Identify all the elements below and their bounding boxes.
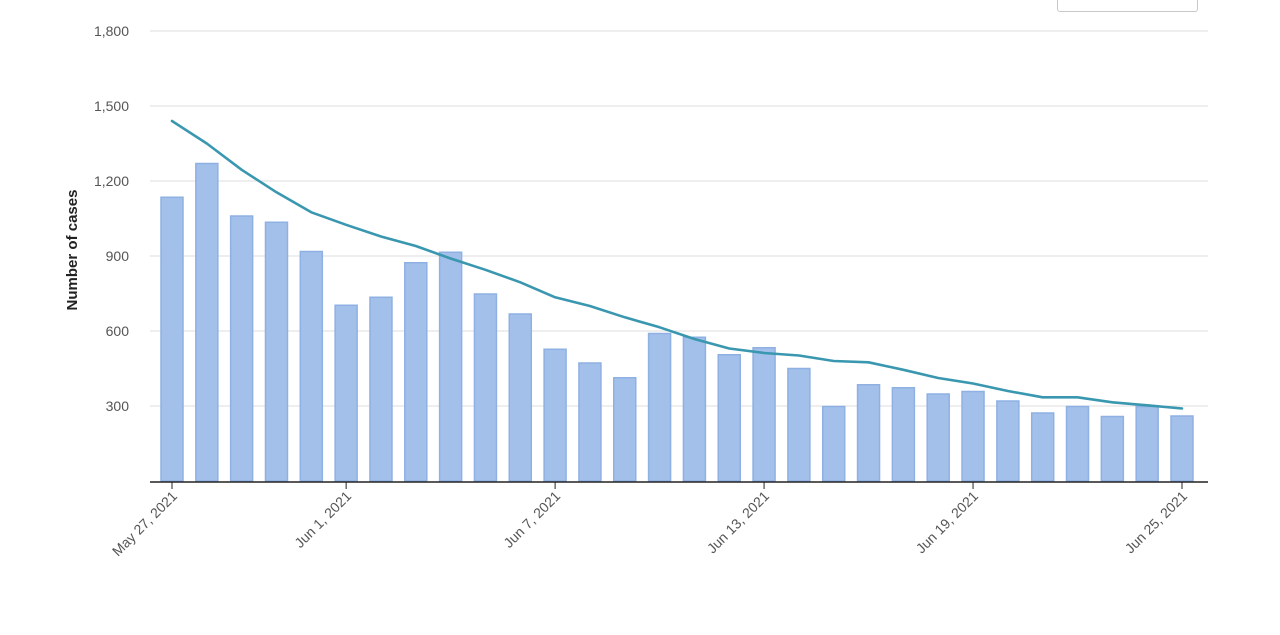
y-tick-label: 1,200 xyxy=(94,173,129,189)
bar[interactable] xyxy=(891,387,916,482)
bar[interactable] xyxy=(334,304,358,482)
x-tick-label: Jun 1, 2021 xyxy=(291,488,354,551)
x-tick-label: Jun 19, 2021 xyxy=(913,488,982,557)
x-tick-label: Jun 25, 2021 xyxy=(1122,488,1191,557)
x-tick-label: Jun 13, 2021 xyxy=(704,488,773,557)
bar[interactable] xyxy=(543,348,567,482)
axes: May 27, 2021 Jun 1, 2021 Jun 7, 2021 Jun 13… xyxy=(109,481,1208,559)
gridlines: 300 600 900 1,200 1,500 1,800 xyxy=(94,23,1208,414)
y-tick-label: 1,800 xyxy=(94,23,129,39)
bar[interactable] xyxy=(717,354,741,482)
bar[interactable] xyxy=(1100,415,1125,482)
bar[interactable] xyxy=(264,221,289,482)
moving-average-line xyxy=(170,119,1184,410)
y-tick-label: 300 xyxy=(106,398,130,414)
bar[interactable] xyxy=(856,384,881,482)
bar[interactable] xyxy=(613,377,637,482)
bar[interactable] xyxy=(229,215,254,482)
bar[interactable] xyxy=(578,362,602,482)
bar[interactable] xyxy=(752,347,776,482)
bar[interactable] xyxy=(1135,405,1159,482)
bar[interactable] xyxy=(473,293,498,482)
bar[interactable] xyxy=(404,262,428,482)
y-tick-label: 900 xyxy=(106,248,130,264)
bar[interactable] xyxy=(996,400,1020,482)
bar[interactable] xyxy=(508,313,533,482)
bar[interactable] xyxy=(1065,405,1090,482)
bar[interactable] xyxy=(961,390,985,482)
bar[interactable] xyxy=(369,296,393,482)
line-series xyxy=(170,119,1184,410)
bar[interactable] xyxy=(1030,412,1055,482)
x-tick-label: Jun 7, 2021 xyxy=(500,488,563,551)
y-tick-label: 1,500 xyxy=(94,98,129,114)
bar[interactable] xyxy=(647,332,672,482)
bar[interactable] xyxy=(195,162,219,482)
y-axis-title: Number of cases xyxy=(64,190,81,311)
bar[interactable] xyxy=(160,196,184,482)
bar[interactable] xyxy=(787,367,811,482)
bar[interactable] xyxy=(438,251,463,482)
bar[interactable] xyxy=(299,250,324,482)
bar[interactable] xyxy=(926,393,950,482)
bar-series xyxy=(160,162,1194,482)
y-tick-label: 600 xyxy=(106,323,130,339)
x-tick-label: May 27, 2021 xyxy=(109,488,180,559)
download-button[interactable]: Download xyxy=(1057,0,1198,12)
bar[interactable] xyxy=(1170,415,1194,482)
bar[interactable] xyxy=(682,336,707,482)
bar[interactable] xyxy=(821,405,846,482)
